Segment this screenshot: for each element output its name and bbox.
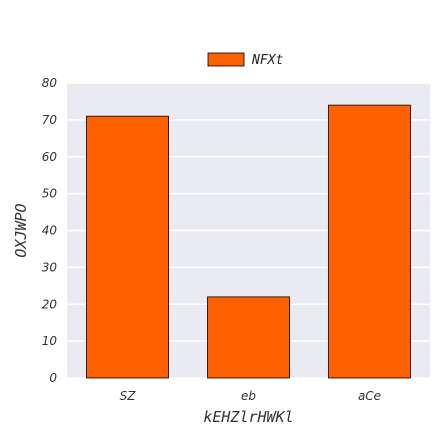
legend: NFXt (207, 52, 283, 68)
x-axis-ticks: SZ eb aCe (120, 389, 381, 403)
x-tick-label: eb (241, 389, 256, 403)
y-tick-label: 40 (42, 224, 58, 238)
legend-swatch (207, 52, 245, 67)
x-tick-label: aCe (358, 389, 381, 403)
y-tick-label: 30 (42, 260, 58, 274)
legend-label: NFXt (251, 53, 283, 68)
y-tick-label: 70 (42, 113, 58, 127)
y-axis-label: OXJWPO (12, 203, 30, 257)
y-tick-label: 80 (42, 76, 58, 90)
y-axis-ticks: 0 10 20 30 40 50 60 70 80 (42, 76, 58, 385)
x-axis-label: kEHZlrHWKl (203, 408, 293, 426)
bars (86, 104, 411, 379)
y-tick-label: 50 (42, 187, 58, 201)
bar-aCe (328, 104, 411, 379)
y-tick-label: 20 (42, 297, 58, 311)
x-tick-label: SZ (120, 389, 137, 403)
bar-eb (207, 296, 290, 379)
bar-SZ (86, 115, 169, 379)
y-tick-label: 60 (42, 150, 58, 164)
y-tick-label: 10 (42, 334, 58, 348)
y-tick-label: 0 (49, 371, 57, 385)
